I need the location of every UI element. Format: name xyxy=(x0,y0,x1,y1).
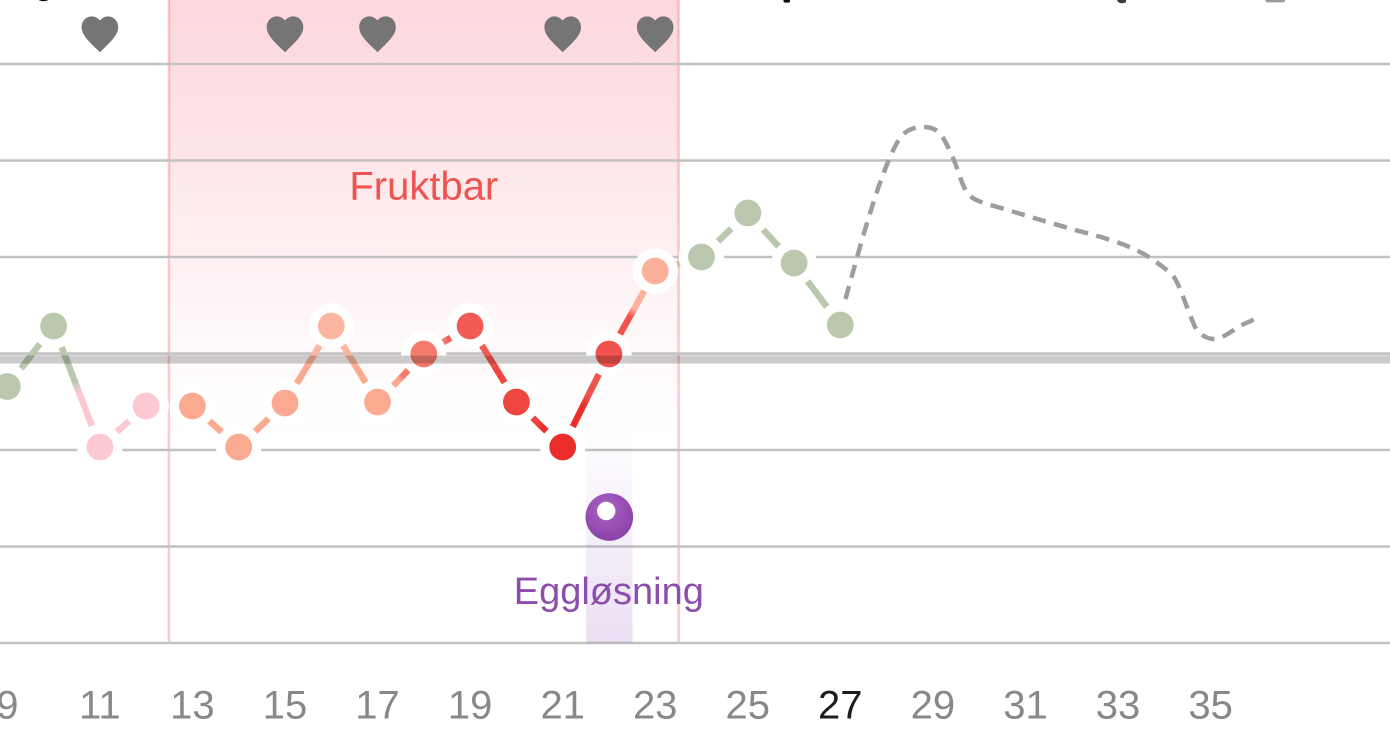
svg-text:31: 31 xyxy=(1003,684,1048,728)
svg-text:27: 27 xyxy=(818,684,863,728)
svg-text:Fruktbar: Fruktbar xyxy=(349,165,498,209)
svg-text:33: 33 xyxy=(1096,684,1141,728)
svg-text:21: 21 xyxy=(540,684,585,728)
svg-text:29: 29 xyxy=(911,684,956,728)
svg-text:13: 13 xyxy=(170,684,215,728)
svg-text:19: 19 xyxy=(448,684,493,728)
svg-text:25: 25 xyxy=(726,684,771,728)
svg-text:35: 35 xyxy=(1188,684,1233,728)
svg-text:11: 11 xyxy=(79,684,121,728)
svg-text:15: 15 xyxy=(263,684,308,728)
svg-text:23: 23 xyxy=(633,684,678,728)
svg-text:17: 17 xyxy=(355,684,400,728)
svg-text:9: 9 xyxy=(0,684,18,728)
svg-text:Eggløsning: Eggløsning xyxy=(514,571,704,613)
